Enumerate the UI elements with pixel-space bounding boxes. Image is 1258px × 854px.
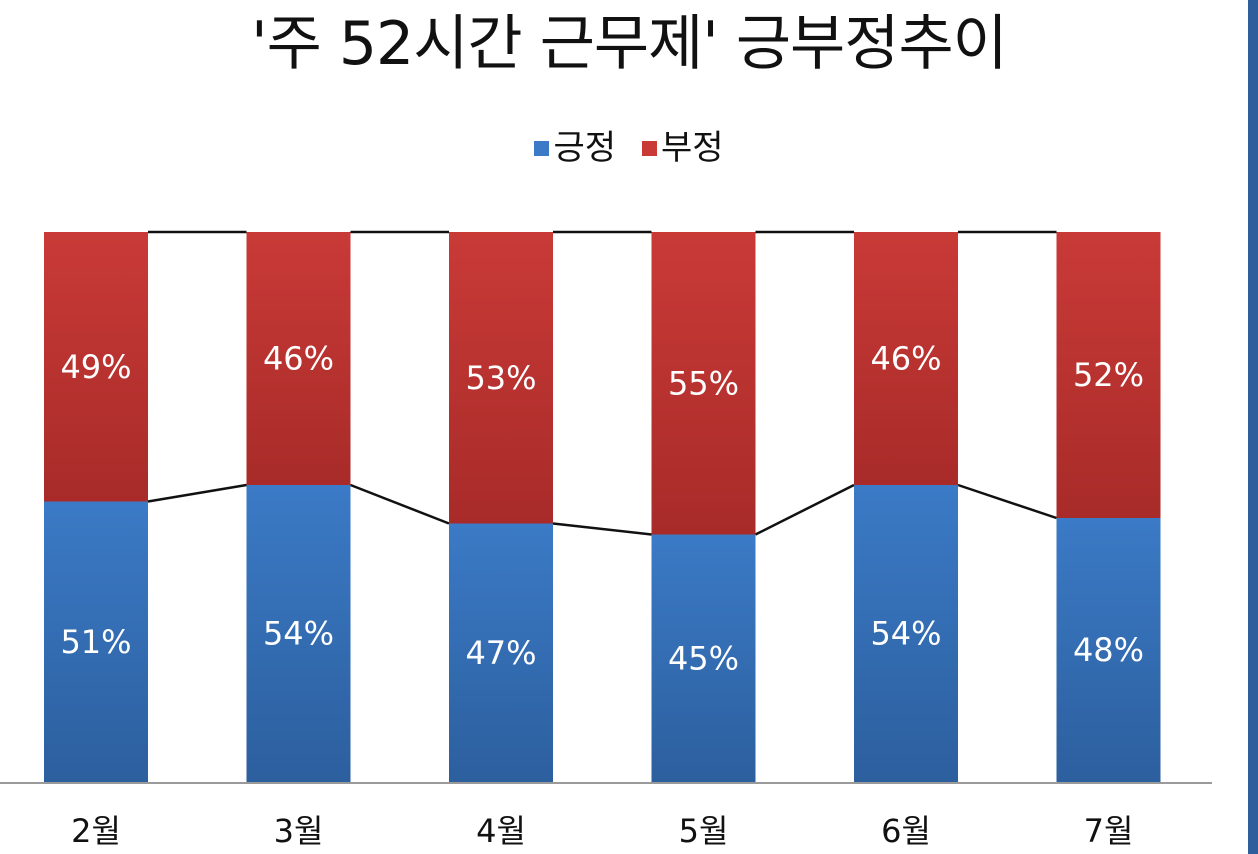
data-label-negative: 52% — [1073, 356, 1144, 394]
bar-negative — [44, 232, 148, 502]
series-line-boundary — [754, 483, 855, 536]
data-label-positive: 47% — [465, 634, 536, 672]
legend-swatch-negative — [642, 140, 657, 156]
series-line-boundary — [147, 483, 247, 503]
data-label-negative: 49% — [60, 348, 131, 386]
legend-label-negative: 부정 — [661, 128, 724, 168]
series-line-boundary — [350, 483, 450, 525]
legend-item-negative: 부정 — [642, 126, 724, 170]
data-label-positive: 54% — [870, 615, 941, 653]
x-tick-label: 2월 — [71, 812, 121, 850]
x-tick-label: 4월 — [476, 812, 526, 850]
series-line-boundary — [552, 522, 652, 536]
legend-label-positive: 긍정 — [553, 128, 616, 168]
bar-negative — [651, 232, 756, 535]
bar-positive — [44, 501, 148, 782]
legend-swatch-positive — [534, 140, 550, 156]
data-label-positive: 45% — [668, 639, 739, 677]
x-tick-label: 5월 — [679, 812, 729, 850]
series-line-boundary — [957, 483, 1057, 520]
bar-negative — [246, 232, 351, 485]
data-label-positive: 51% — [60, 623, 131, 661]
bar-positive — [246, 485, 351, 782]
bar-positive — [854, 485, 958, 782]
data-label-negative: 46% — [870, 340, 941, 378]
bar-negative — [1056, 232, 1161, 518]
legend-item-positive: 긍정 — [534, 126, 616, 170]
x-tick-label: 7월 — [1084, 812, 1134, 850]
bar-positive — [651, 534, 756, 782]
x-tick-label: 3월 — [274, 812, 324, 850]
frame-border — [1248, 0, 1258, 854]
data-label-positive: 48% — [1073, 631, 1144, 669]
legend: 긍정 부정 — [0, 126, 1258, 170]
bar-negative — [449, 232, 553, 524]
bar-positive — [449, 523, 553, 782]
data-label-negative: 55% — [668, 364, 739, 402]
x-tick-label: 6월 — [881, 812, 931, 850]
data-label-negative: 53% — [465, 359, 536, 397]
bar-negative — [854, 232, 958, 485]
data-label-positive: 54% — [263, 615, 334, 653]
chart-title: '주 52시간 근무제' 긍부정추이 — [251, 9, 1008, 79]
data-label-negative: 46% — [263, 340, 334, 378]
bar-positive — [1056, 518, 1161, 782]
